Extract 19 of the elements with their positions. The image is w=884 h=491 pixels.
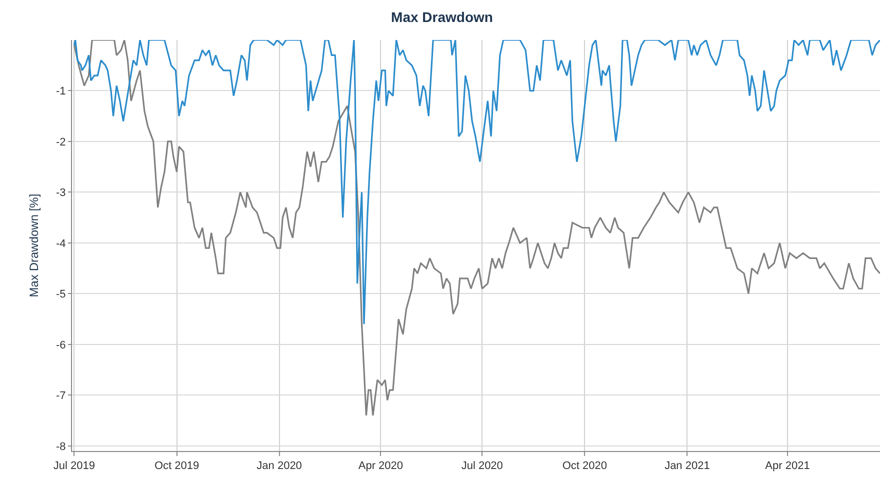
y-axis-title: Max Drawdown [%] [27,194,41,298]
chart-title: Max Drawdown [391,9,493,26]
y-tick-label: -4 [56,238,66,250]
line-series [73,40,880,325]
x-tick-label: Oct 2019 [154,460,200,472]
y-tick-label: -7 [56,390,66,402]
y-tick-label: -8 [56,440,66,453]
x-tick-label: Jan 2020 [256,460,302,472]
y-tick-label: -3 [56,187,66,200]
x-tick-label: Apr 2020 [358,460,404,472]
y-tick-label: -2 [56,136,66,148]
x-tick-label: Jul 2020 [461,460,503,472]
y-tick-label: -5 [56,288,66,301]
x-tick-label: Apr 2021 [765,460,810,472]
x-tick-label: Jul 2019 [53,460,96,472]
y-tick-label: -6 [56,339,66,352]
x-tick-label: Jan 2021 [664,460,710,472]
x-tick-label: Oct 2020 [562,460,607,472]
y-tick-label: -1 [56,86,66,98]
